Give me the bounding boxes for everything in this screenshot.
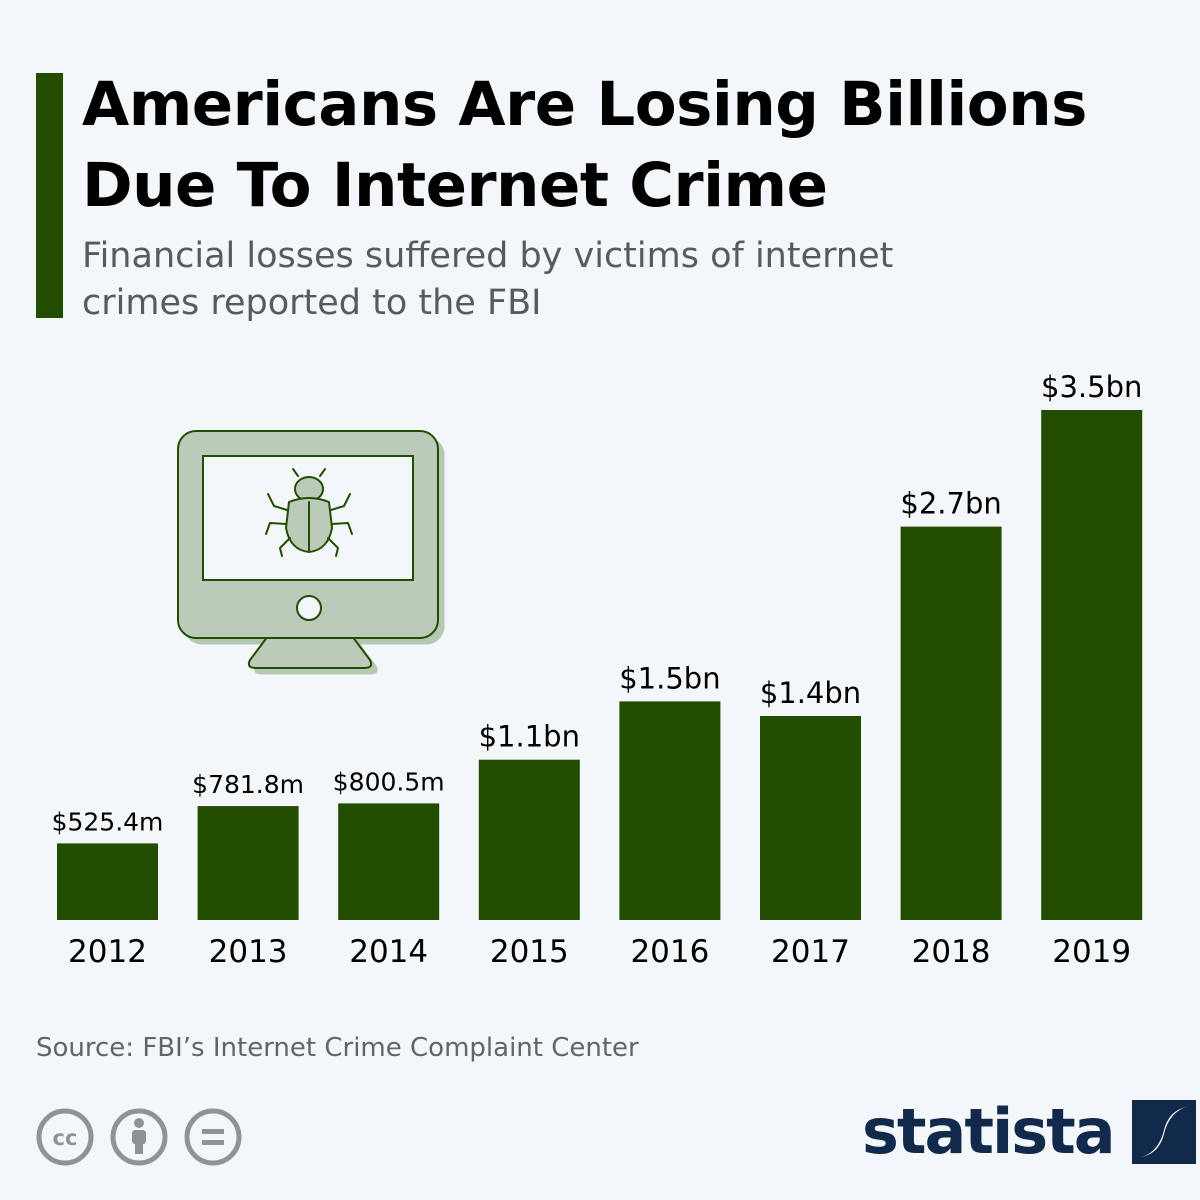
bar-2012 xyxy=(57,843,158,920)
computer-bug-icon xyxy=(177,430,445,675)
x-tick-label-2014: 2014 xyxy=(349,934,428,970)
data-label-2017: $1.4bn xyxy=(760,676,861,710)
x-tick-label-2016: 2016 xyxy=(630,934,709,970)
x-tick-label-2012: 2012 xyxy=(68,934,147,970)
source-note: Source: FBI’s Internet Crime Complaint C… xyxy=(36,1033,639,1063)
no-derivatives-icon[interactable] xyxy=(184,1108,242,1166)
bars-layer: $525.4m 2012 $781.8m 2013 $800.5m 2014 $1.1bn 2… xyxy=(52,370,1143,970)
bar-chart: $525.4m 2012 $781.8m 2013 $800.5m 2014 $1.1bn 2… xyxy=(52,370,1143,970)
chart-subtitle: Financial losses suffered by victims of … xyxy=(82,236,894,323)
title-accent-bar xyxy=(36,73,63,318)
statista-logo[interactable]: statista xyxy=(862,1100,1196,1164)
bar-2015 xyxy=(478,759,580,920)
x-tick-label-2017: 2017 xyxy=(771,934,850,970)
data-label-2014: $800.5m xyxy=(333,767,445,796)
bar-2019 xyxy=(1041,410,1143,920)
license-icons: cc xyxy=(36,1108,242,1166)
data-label-2016: $1.5bn xyxy=(619,661,720,695)
chart-title: Americans Are Losing Billions Due To Int… xyxy=(82,69,1087,221)
bar-2014 xyxy=(338,803,440,920)
data-label-2013: $781.8m xyxy=(192,770,304,799)
bar-2016 xyxy=(619,701,721,920)
cc-icon[interactable]: cc xyxy=(36,1108,94,1166)
statista-wordmark: statista xyxy=(862,1095,1116,1168)
x-tick-label-2019: 2019 xyxy=(1052,934,1131,970)
bar-2017 xyxy=(760,716,861,920)
statista-mark-icon xyxy=(1131,1100,1196,1164)
bar-2018 xyxy=(900,526,1002,920)
data-label-2019: $3.5bn xyxy=(1041,370,1142,404)
data-label-2015: $1.1bn xyxy=(479,720,580,754)
bar-2013 xyxy=(197,806,299,920)
data-label-2018: $2.7bn xyxy=(900,487,1001,521)
attribution-icon[interactable] xyxy=(110,1108,168,1166)
x-tick-label-2018: 2018 xyxy=(912,934,991,970)
x-tick-label-2015: 2015 xyxy=(490,934,569,970)
svg-text:cc: cc xyxy=(53,1126,78,1150)
x-tick-label-2013: 2013 xyxy=(209,934,288,970)
data-label-2012: $525.4m xyxy=(52,807,164,836)
